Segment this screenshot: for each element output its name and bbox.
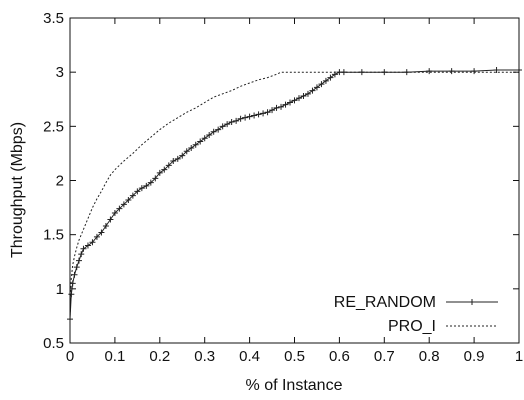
x-tick-label: 0.2: [149, 348, 170, 365]
data-point-marker: [89, 239, 96, 246]
data-point-marker: [300, 93, 307, 99]
x-tick-label: 0.8: [419, 348, 440, 365]
data-point-marker: [73, 264, 80, 271]
data-point-marker: [215, 126, 222, 133]
data-point-marker: [426, 68, 433, 75]
data-point-marker: [143, 182, 150, 189]
data-point-marker: [201, 135, 208, 142]
data-point-marker: [116, 205, 123, 212]
series-line-pro-i: [69, 71, 519, 316]
y-axis-label: Throughput (Mbps): [9, 122, 26, 258]
series-layer: [67, 67, 522, 323]
data-point-marker: [111, 210, 118, 216]
data-point-marker: [309, 87, 316, 94]
data-point-marker: [255, 111, 262, 118]
x-tick-label: 0.1: [104, 348, 125, 365]
legend-label: RE_RANDOM: [334, 294, 436, 311]
data-point-marker: [206, 132, 213, 138]
data-point-marker: [125, 197, 132, 203]
data-point-marker: [188, 145, 195, 151]
data-point-marker: [278, 103, 285, 110]
data-point-marker: [493, 67, 500, 73]
data-point-marker: [246, 113, 253, 120]
data-point-marker: [78, 251, 85, 258]
data-point-marker: [98, 229, 105, 236]
x-axis-label: % of Instance: [246, 377, 343, 394]
data-point-marker: [102, 223, 109, 229]
y-tick-label: 2.5: [43, 118, 64, 135]
legend-marker: [469, 299, 475, 305]
data-point-marker: [147, 179, 154, 186]
data-point-marker: [269, 107, 276, 114]
data-point-marker: [327, 74, 334, 81]
data-point-marker: [224, 121, 231, 128]
data-point-marker: [228, 119, 235, 125]
data-point-marker: [318, 81, 325, 88]
data-point-marker: [138, 185, 145, 192]
data-point-marker: [107, 216, 114, 223]
data-point-marker: [219, 123, 226, 130]
data-point-marker: [192, 141, 199, 148]
data-point-marker: [282, 101, 289, 108]
data-point-marker: [295, 95, 302, 102]
data-point-marker: [304, 90, 311, 97]
ticks-layer: 0 0.1 0.2 0.3 0.4 0.5 0.6 0.7 0.8 0.9 1 0.5 1 1.5 2 2.5…: [43, 10, 523, 365]
data-point-marker: [260, 110, 267, 117]
data-point-marker: [165, 162, 172, 169]
data-point-marker: [242, 114, 249, 121]
data-point-marker: [129, 192, 136, 199]
data-point-marker: [134, 188, 141, 195]
data-point-marker: [71, 271, 78, 278]
data-point-marker: [170, 158, 177, 164]
data-point-marker: [179, 152, 186, 159]
data-point-marker: [69, 280, 76, 287]
data-point-marker: [161, 166, 168, 173]
legend: RE_RANDOM PRO_I: [334, 294, 498, 335]
x-tick-label: 0.4: [239, 348, 260, 365]
y-tick-label: 3: [56, 64, 64, 81]
data-point-marker: [237, 115, 244, 122]
data-point-marker: [174, 155, 181, 162]
data-point-marker: [156, 169, 163, 176]
data-point-marker: [322, 77, 329, 84]
series-line-re-random: [69, 69, 519, 320]
x-tick-label: 1: [515, 348, 523, 365]
x-tick-label: 0.3: [194, 348, 215, 365]
data-point-marker: [68, 291, 75, 298]
data-point-marker: [273, 104, 280, 111]
data-point-marker: [152, 175, 159, 182]
y-tick-label: 1.5: [43, 227, 64, 244]
data-point-marker: [93, 233, 100, 240]
data-point-marker: [233, 117, 240, 124]
y-tick-label: 2: [56, 173, 64, 190]
data-point-marker: [197, 138, 204, 145]
x-tick-label: 0.5: [284, 348, 305, 365]
data-point-marker: [313, 84, 320, 91]
x-tick-label: 0: [66, 348, 74, 365]
y-tick-label: 3.5: [43, 10, 64, 27]
data-point-marker: [264, 109, 271, 116]
y-tick-label: 0.5: [43, 335, 64, 352]
legend-label: PRO_I: [388, 318, 436, 335]
y-tick-label: 1: [56, 281, 64, 298]
data-point-marker: [287, 99, 294, 106]
data-point-marker: [120, 201, 127, 208]
data-point-marker: [210, 128, 217, 135]
data-point-marker: [291, 97, 298, 104]
x-tick-label: 0.9: [464, 348, 485, 365]
data-point-marker: [75, 257, 82, 264]
x-tick-label: 0.7: [374, 348, 395, 365]
data-point-marker: [251, 112, 258, 119]
x-tick-label: 0.6: [329, 348, 350, 365]
data-point-marker: [80, 245, 87, 252]
data-point-marker: [183, 148, 190, 155]
data-point-marker: [448, 68, 455, 75]
data-point-marker: [471, 68, 478, 75]
data-point-marker: [84, 242, 91, 249]
plot-frame: [69, 17, 520, 344]
